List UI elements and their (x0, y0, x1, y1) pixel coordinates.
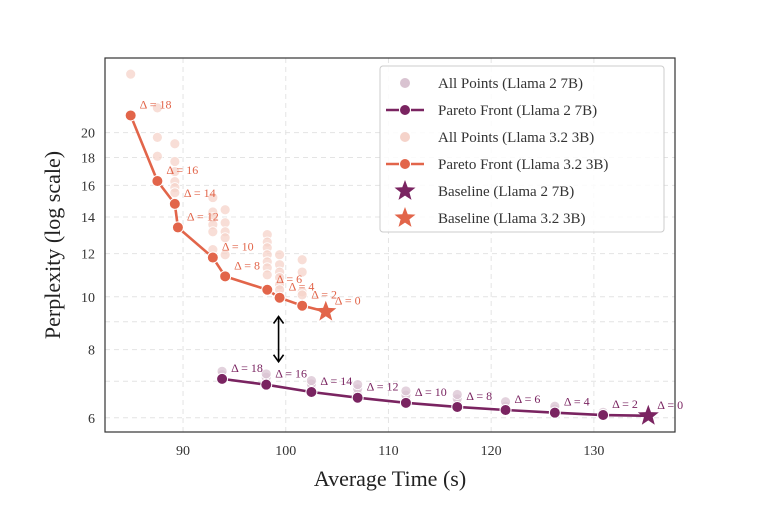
delta-label: Δ = 10 (222, 240, 254, 254)
y-tick-label: 10 (81, 291, 95, 306)
scatter-point (219, 204, 231, 216)
scatter-point (451, 389, 463, 400)
scatter-point (306, 375, 317, 386)
delta-label: Δ = 10 (415, 385, 447, 399)
plot-frame (104, 57, 676, 433)
delta-label: Δ = 12 (367, 380, 399, 394)
delta-label: Δ = 8 (466, 389, 492, 403)
delta-label: Δ = 8 (234, 258, 260, 272)
delta-label: Δ = 12 (187, 209, 219, 223)
scatter-point (207, 192, 219, 203)
scatter-point (169, 187, 181, 199)
pareto-point (216, 372, 229, 385)
y-tick-label: 6 (88, 412, 95, 427)
scatter-point (207, 226, 219, 238)
pareto-point (171, 221, 184, 234)
delta-label: Δ = 14 (320, 374, 352, 388)
x-tick-label: 130 (583, 444, 604, 459)
scatter-point (151, 102, 163, 114)
arrow-head-up (272, 315, 285, 324)
pareto-point (399, 396, 412, 409)
pareto-point (206, 251, 219, 264)
pareto-point (499, 403, 512, 416)
delta-label: Δ = 0 (657, 398, 683, 412)
scatter-point (169, 138, 181, 150)
pareto-point (548, 406, 561, 419)
delta-label: Δ = 0 (335, 294, 361, 308)
legend-label: Baseline (Llama 2 7B) (438, 184, 574, 200)
y-tick-label: 16 (81, 179, 95, 194)
y-tick-label: 20 (81, 127, 95, 142)
scatter-point (151, 131, 163, 143)
scatter-point (219, 249, 231, 261)
y-tick-label: 12 (81, 248, 95, 263)
pareto-point (261, 283, 274, 296)
legend-label: Pareto Front (Llama 2 7B) (438, 103, 597, 119)
arrow-head-down (272, 354, 285, 364)
legend-point-marker (399, 104, 411, 116)
scatter-point (261, 269, 273, 281)
pareto-point (168, 197, 181, 210)
baseline-star (315, 300, 337, 321)
legend-label: Baseline (Llama 3.2 3B) (438, 211, 585, 227)
delta-label: Δ = 14 (184, 186, 216, 200)
pareto-point (305, 385, 318, 398)
scatter-point (352, 379, 364, 391)
legend-label: All Points (Llama 3.2 3B) (438, 130, 594, 146)
delta-label: Δ = 2 (311, 288, 337, 302)
scatter-point (219, 217, 231, 229)
x-tick-label: 110 (378, 444, 398, 459)
ticks: 90 100 110 120 130 6 8 10 12 14 16 18 20 (81, 127, 604, 459)
delta-label: Δ = 4 (289, 280, 315, 294)
legend-star-marker (394, 207, 416, 227)
pareto-point (124, 109, 137, 122)
delta-label: Δ = 2 (612, 397, 638, 411)
y-tick-label: 8 (88, 344, 95, 359)
x-tick-label: 90 (176, 444, 190, 459)
delta-label: Δ = 16 (166, 163, 198, 177)
pareto-point (296, 299, 309, 312)
baseline-star (637, 404, 659, 425)
legend-scatter-marker (400, 78, 410, 88)
delta-label: Δ = 6 (276, 272, 302, 286)
x-tick-label: 100 (275, 444, 296, 459)
scatter-point (219, 232, 231, 244)
scatter-point (125, 68, 137, 80)
x-tick-label: 120 (481, 444, 502, 459)
pareto-point (451, 400, 464, 413)
legend-point-marker (399, 158, 411, 170)
grid (105, 58, 675, 432)
marks: Δ = 18 Δ = 16 Δ = 14 Δ = 12 Δ = 10 Δ = 8 Δ = 6… (124, 68, 683, 425)
pareto-point (273, 291, 286, 304)
scatter-point (274, 249, 285, 261)
y-axis-title: Perplexity (log scale) (40, 151, 65, 339)
legend-star-marker (394, 180, 416, 200)
pareto-point (351, 391, 364, 404)
pareto-point (219, 270, 232, 283)
pareto-point (260, 378, 273, 391)
delta-label: Δ = 18 (140, 97, 172, 111)
legend-box (379, 65, 665, 233)
pareto-point (597, 409, 610, 422)
y-tick-label: 14 (81, 211, 95, 226)
x-axis-title: Average Time (s) (314, 466, 466, 491)
y-tick-label: 18 (81, 152, 95, 167)
delta-label: Δ = 4 (564, 395, 590, 409)
scatter-point (400, 385, 412, 397)
legend-scatter-marker (400, 132, 410, 142)
pareto-point (151, 175, 164, 188)
pareto-line (129, 114, 327, 313)
scatter-point (296, 266, 308, 278)
legend-label: Pareto Front (Llama 3.2 3B) (438, 157, 608, 173)
delta-label: Δ = 16 (275, 367, 307, 381)
pareto-line (221, 377, 649, 418)
delta-label: Δ = 6 (515, 392, 541, 406)
scatter-point (296, 254, 308, 266)
legend: All Points (Llama 2 7B) Pareto Front (Lla… (379, 65, 665, 233)
legend-label: All Points (Llama 2 7B) (438, 76, 583, 92)
delta-label: Δ = 18 (231, 361, 263, 375)
scatter-point (151, 150, 163, 162)
